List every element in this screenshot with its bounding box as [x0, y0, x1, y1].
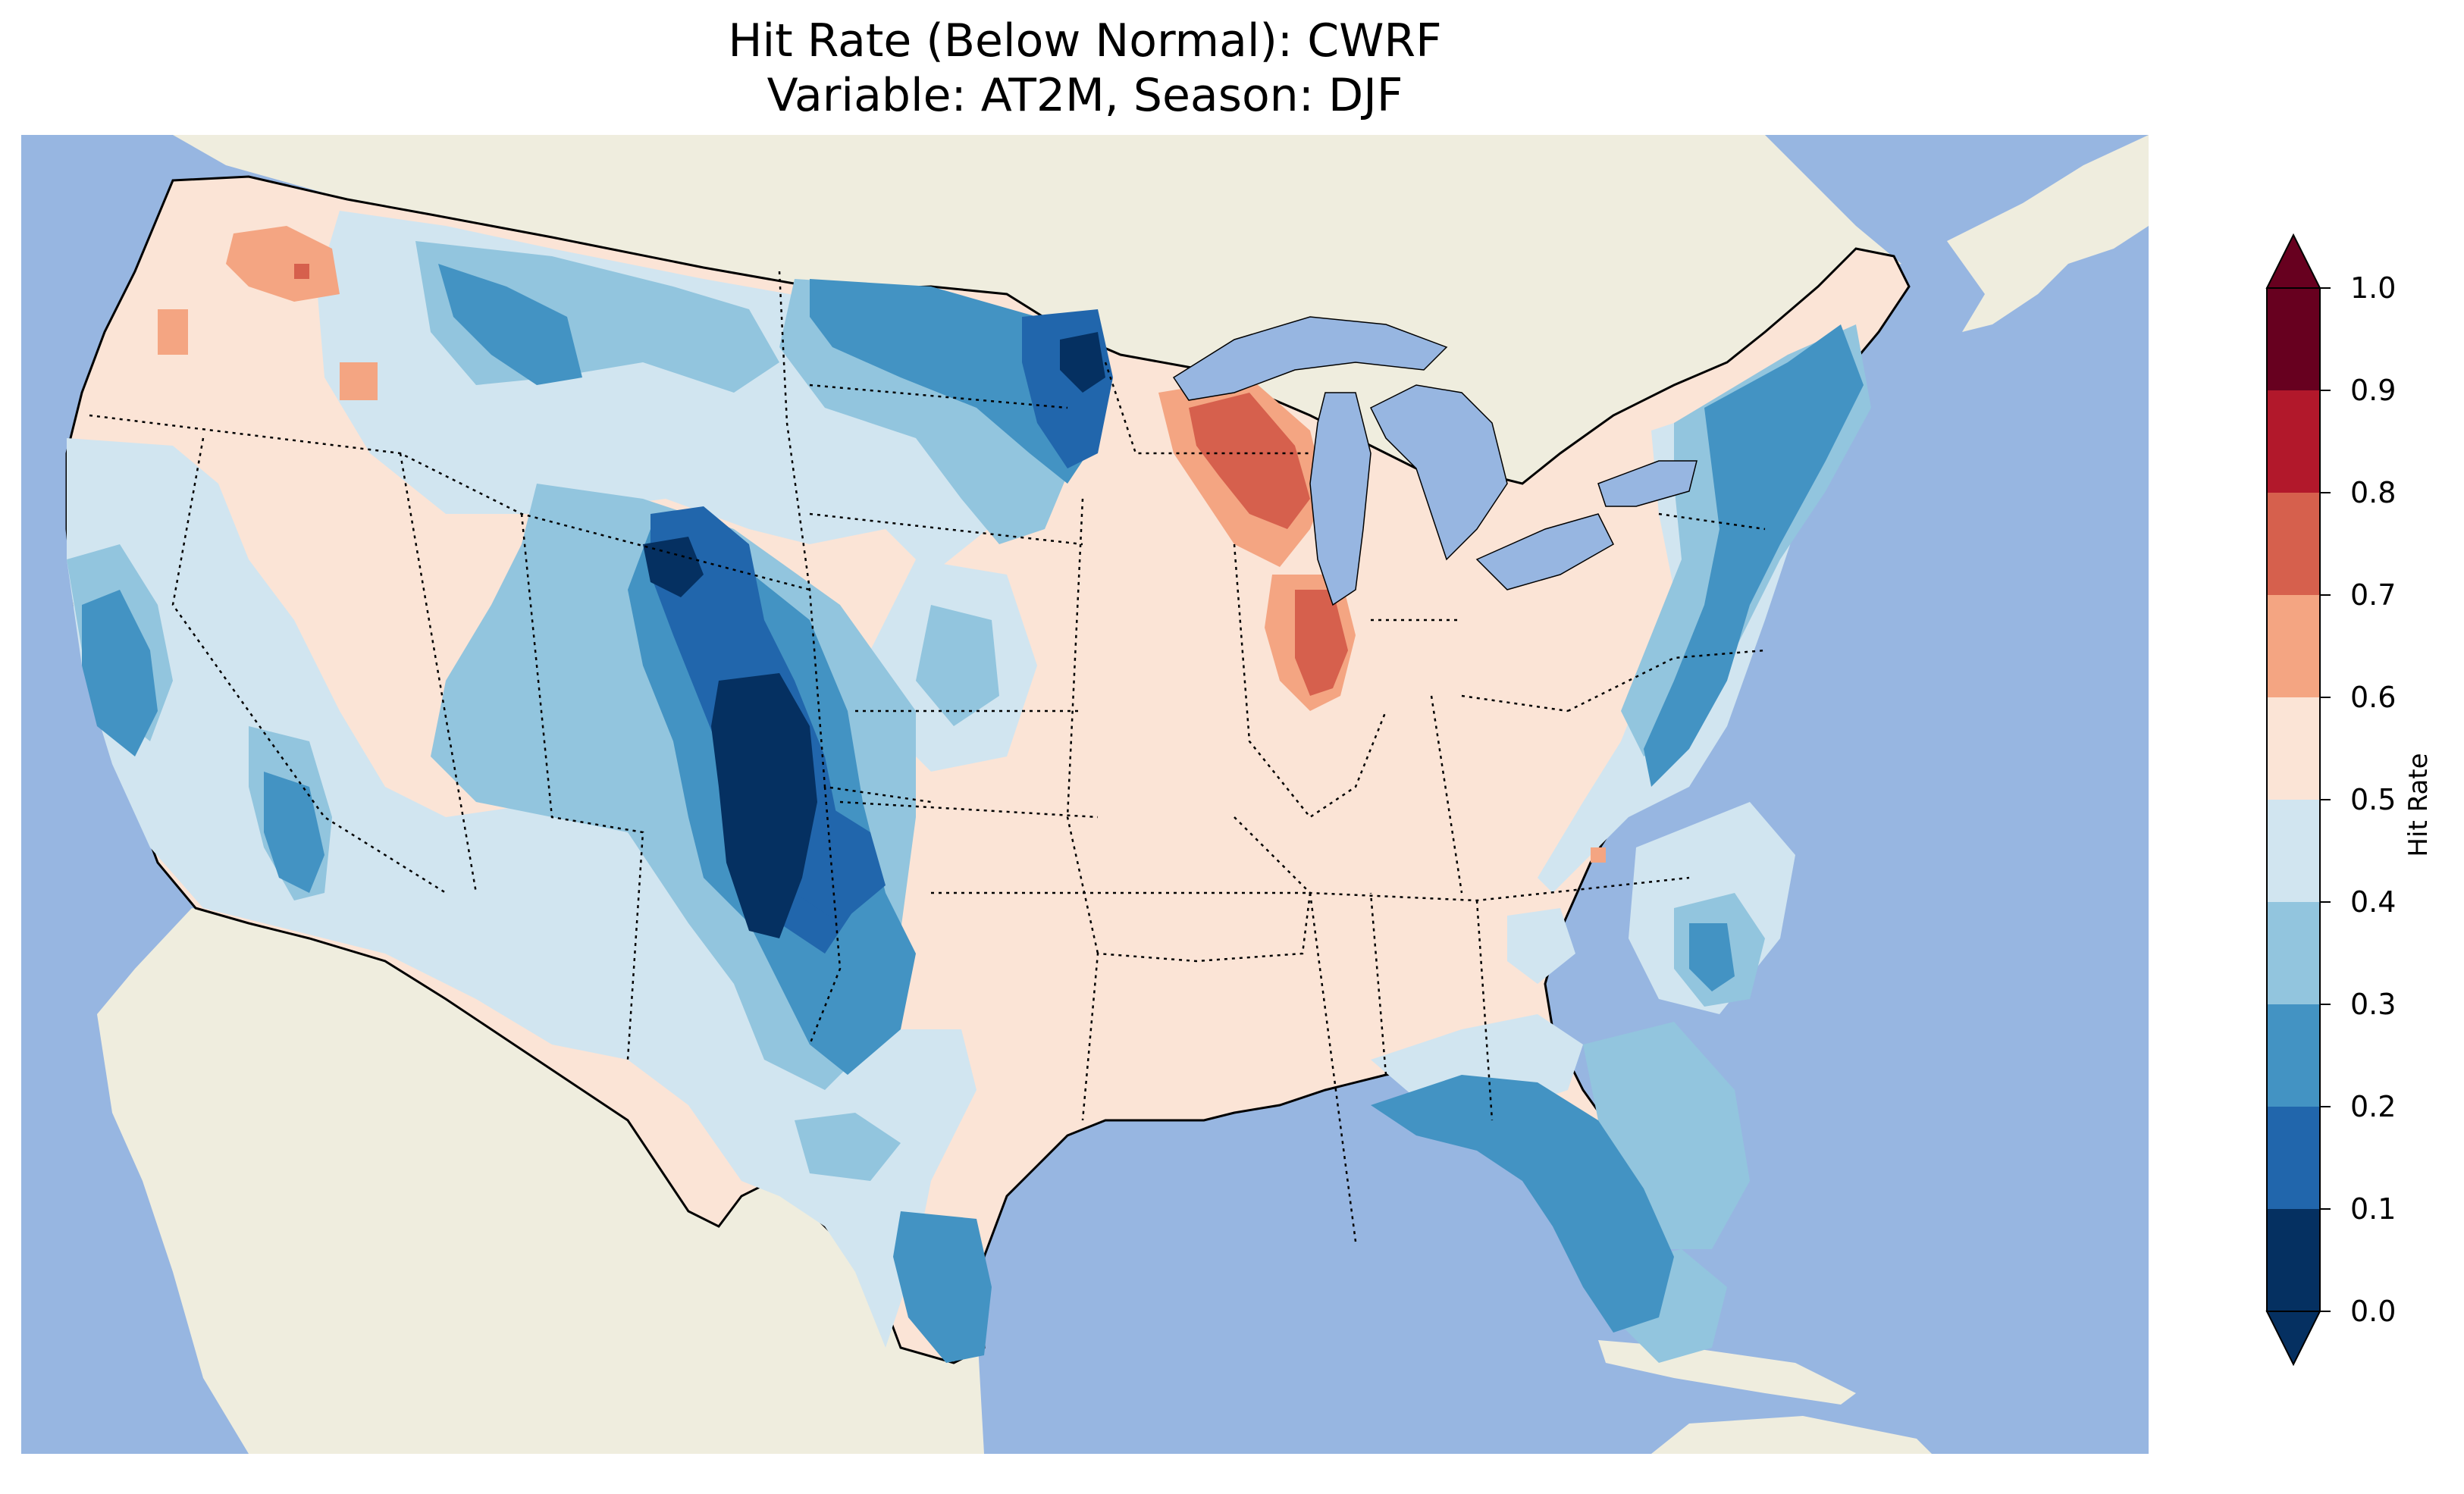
colorbar-segment [2267, 1107, 2320, 1209]
colorbar-tick-mark [2320, 1208, 2331, 1210]
chart-title: Hit Rate (Below Normal): CWRF Variable: … [21, 14, 2149, 123]
colorbar-tick-mark [2320, 594, 2331, 596]
colorbar-tick-label: 0.0 [2350, 1295, 2397, 1328]
colorbar-segment [2267, 288, 2320, 390]
colorbar-tick-label: 0.5 [2350, 783, 2397, 816]
state-boundaries [89, 271, 1766, 1242]
colorbar-tick-mark [2320, 1311, 2331, 1312]
baja-land [165, 969, 431, 1393]
colorbar-tick-mark [2320, 901, 2331, 903]
mexico-land [97, 908, 984, 1454]
colorbar-extend-min [2265, 1311, 2321, 1367]
maritimes-land [1947, 135, 2149, 332]
colorbar-tick-mark [2320, 287, 2331, 289]
yucatan-land [1651, 1416, 1932, 1454]
colorbar-segment [2267, 1209, 2320, 1311]
region-0.7-0.8 [294, 264, 1348, 696]
title-line-1: Hit Rate (Below Normal): CWRF [728, 14, 1442, 67]
colorbar-tick-label: 0.8 [2350, 476, 2397, 509]
colorbar-tick-mark [2320, 799, 2331, 800]
colorbar-tick-mark [2320, 492, 2331, 493]
canada-land [173, 135, 1901, 484]
colorbar-segment [2267, 800, 2320, 902]
colorbar-segment [2267, 1004, 2320, 1107]
colorbar-tick-mark [2320, 697, 2331, 698]
title-line-2: Variable: AT2M, Season: DJF [766, 69, 1403, 122]
map-panel[interactable] [21, 135, 2149, 1454]
colorbar-segment [2267, 493, 2320, 595]
colorbar-segment [2267, 902, 2320, 1004]
colorbar-tick-label: 0.9 [2350, 374, 2397, 407]
colorbar-segment [2267, 595, 2320, 697]
colorbar-tick-label: 0.4 [2350, 885, 2397, 919]
colorbar-tick-label: 0.1 [2350, 1192, 2397, 1226]
colorbar-tick-label: 0.3 [2350, 988, 2397, 1021]
colorbar-extend-max [2265, 233, 2321, 289]
great-lakes [1172, 316, 1698, 606]
colorbar-tick-label: 0.7 [2350, 578, 2397, 612]
colorbar-tick-label: 0.6 [2350, 681, 2397, 714]
colorbar-segment [2267, 697, 2320, 800]
colorbar-segment [2267, 390, 2320, 493]
colorbar-tick-mark [2320, 390, 2331, 391]
colorbar-tick-label: 1.0 [2350, 271, 2397, 305]
colorbar-label: Hit Rate [2403, 753, 2434, 857]
colorbar-tick-mark [2320, 1004, 2331, 1005]
colorbar [2265, 233, 2321, 1367]
map-canvas [21, 135, 2149, 1454]
colorbar-graphic [2265, 233, 2321, 1367]
colorbar-tick-mark [2320, 1106, 2331, 1107]
region-0.0-0.1 [643, 332, 1105, 938]
colorbar-tick-label: 0.2 [2350, 1090, 2397, 1123]
